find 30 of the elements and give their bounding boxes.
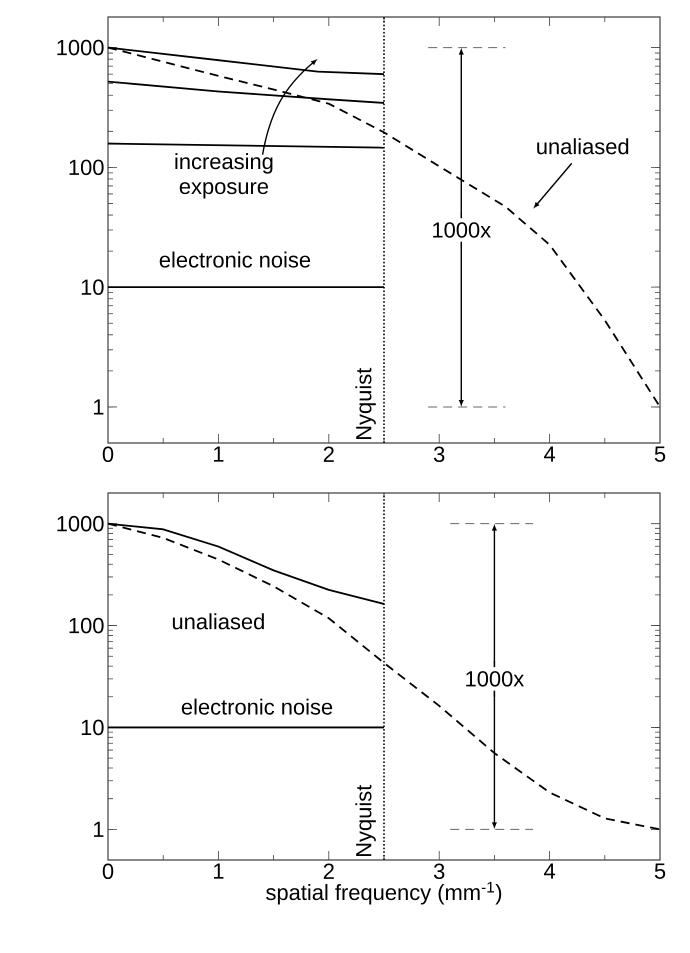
x-tick-label: 0 xyxy=(102,864,114,880)
y-tick-label: 100 xyxy=(70,618,104,634)
ref-line-label: Nyquist xyxy=(355,784,376,856)
annotation: unaliased xyxy=(172,613,264,630)
x-tick-label: 3 xyxy=(434,864,444,880)
y-tick-label: 10 xyxy=(82,720,104,736)
y-tick-label: 1000 xyxy=(57,516,104,532)
annotation: increasing exposure xyxy=(175,153,272,198)
x-tick-label: 4 xyxy=(544,864,556,879)
x-tick-label: 1 xyxy=(214,446,224,462)
x-tick-label: 2 xyxy=(324,446,334,462)
x-tick-label: 4 xyxy=(544,446,556,462)
x-tick-label: 1 xyxy=(214,864,224,879)
ref-line-label: Nyquist xyxy=(355,368,376,440)
y-tick-label: 100 xyxy=(70,160,104,176)
y-tick-label: 1 xyxy=(94,822,104,837)
x-tick-label: 3 xyxy=(434,446,444,462)
annotation: electronic noise xyxy=(160,252,310,268)
x-tick-label: 5 xyxy=(654,864,666,879)
x-axis-title: spatial frequency (mm$^{-1}$) xyxy=(266,882,502,904)
x-tick-label: 0 xyxy=(102,446,114,462)
y-tick-label: 10 xyxy=(82,279,104,295)
annotation: 1000x xyxy=(433,222,491,238)
y-tick-label: 1 xyxy=(94,399,104,414)
annotation: unaliased xyxy=(537,138,628,154)
x-tick-label: 5 xyxy=(654,446,666,462)
annotation: electronic noise xyxy=(182,698,332,715)
y-tick-label: 1000 xyxy=(57,40,104,56)
x-tick-label: 2 xyxy=(324,864,334,879)
annotation: 1000x xyxy=(466,671,524,687)
